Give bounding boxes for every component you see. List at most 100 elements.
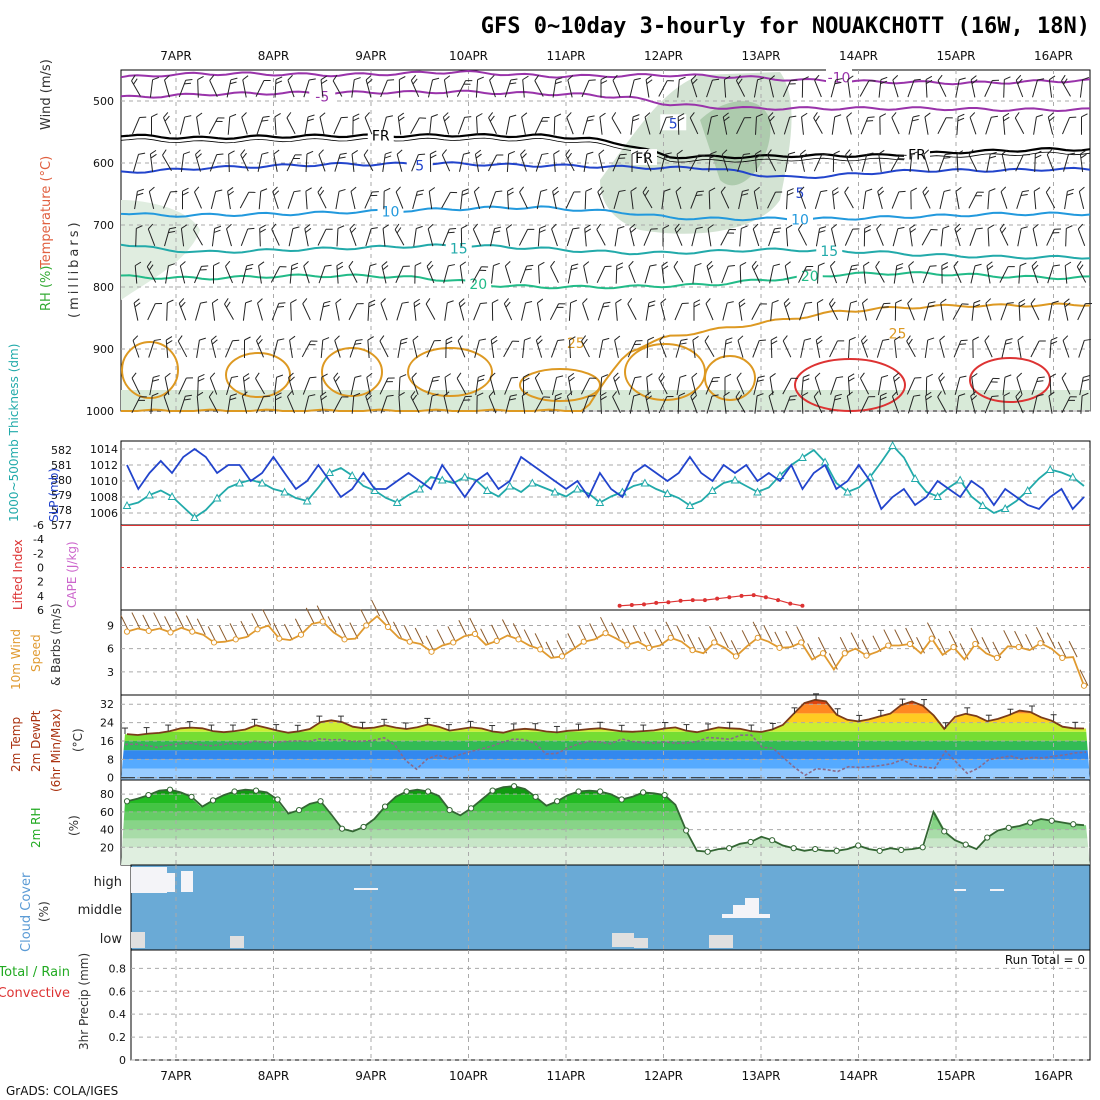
barb-flag [758,375,765,378]
wind-barb [303,78,316,98]
barb-flag [1064,261,1072,267]
wind-barb [1079,375,1090,396]
barb-flag [256,335,262,342]
barb-staff [971,377,975,396]
barb-flag [631,150,639,155]
barb-flag [321,79,328,85]
wind10-series-point [667,634,674,641]
barb-staff [503,303,513,321]
barb-flag [1033,264,1039,271]
rh2m-series-point [769,837,776,844]
barb-flag [1038,376,1045,379]
wind-barb [1048,391,1055,414]
barb-flag [581,335,587,342]
barb-staff [349,340,357,358]
barb-flag [723,391,730,397]
wind10-barb [861,639,871,656]
wind-barb [1064,261,1072,284]
rh2m-series-point [618,796,625,803]
barb-flag [803,374,810,378]
wind-barb [986,151,997,172]
barb-flag [195,149,201,155]
isotherm-10 [120,205,1091,222]
barb-flag [458,298,465,304]
wind-barb [320,391,327,414]
barb-flag [354,342,362,345]
barb-staff [475,79,479,98]
barb-staff [320,339,324,359]
barb-staff [844,192,854,209]
wind-barb [735,74,746,97]
wind-barb [1015,74,1024,98]
wind-barb [472,223,482,246]
date-label-top: 16APR [1034,49,1073,63]
barb-flag [678,392,686,397]
barb-flag [845,149,851,155]
barb-flag [472,223,478,230]
barb-staff [770,302,773,321]
wind-barb [690,74,698,98]
barb-flag [554,113,562,118]
wind-barb [272,186,280,209]
wind-barb [1045,186,1056,209]
wind-barb [332,396,349,413]
barb-staff [799,303,806,321]
slp-ylabel: SLP (mb) [47,468,61,522]
barb-staff [906,340,916,358]
wind-barb [581,79,596,98]
barb-staff [675,191,682,209]
wind-barb [194,186,202,209]
barb-staff [488,117,497,135]
barb-flag [617,226,625,229]
barb-flag [323,300,331,304]
barb-flag [881,374,889,378]
wind10-barb [284,623,293,641]
barb-flag [557,339,565,342]
wind-barb [736,117,752,135]
cloud-row-low: low [100,932,123,947]
wind-barb [272,338,285,358]
barb-flag [319,190,325,197]
barb-staff [599,377,603,396]
barb-flag [955,227,962,233]
barb-flag [230,393,237,397]
barb-staff [196,395,200,414]
isotherm-label-bg [445,239,472,256]
thickness-series-point [437,475,447,484]
barb-flag [568,376,575,382]
barb-staff [1062,117,1070,135]
barb-staff [488,191,497,209]
rh2m-series-point [338,825,346,832]
barb-flag [399,76,406,81]
barb-staff [240,154,249,172]
rh2m-series-point [855,842,862,849]
barb-staff [332,80,343,97]
barb-flag [146,260,152,267]
barb-staff [968,191,978,209]
wind10-barb [1035,627,1045,644]
barb-flag [729,228,736,231]
wind-barb [365,75,373,98]
barb-flag [394,223,400,230]
wind-barb [180,151,191,172]
barb-flag [398,391,405,397]
barb-flag [831,223,837,230]
wind-barb [1014,112,1025,134]
barb-staff [844,228,854,246]
barb-staff [303,265,310,284]
thickness-series-point [933,491,942,500]
warm-contour [225,352,291,398]
wind-barb [550,260,559,283]
barb-staff [459,265,464,284]
barb-flag [802,76,809,81]
barb-staff [692,340,696,358]
precip-ylabel: 3hr Precip (mm) [77,953,91,1050]
barb-staff [985,117,992,135]
wind-barb [410,117,427,134]
wind-barb [165,263,175,284]
barb-flag [644,112,651,118]
barb-staff [892,79,899,98]
barb-staff [163,191,171,209]
thickness-series-point [1045,464,1055,473]
barb-flag [757,379,764,382]
